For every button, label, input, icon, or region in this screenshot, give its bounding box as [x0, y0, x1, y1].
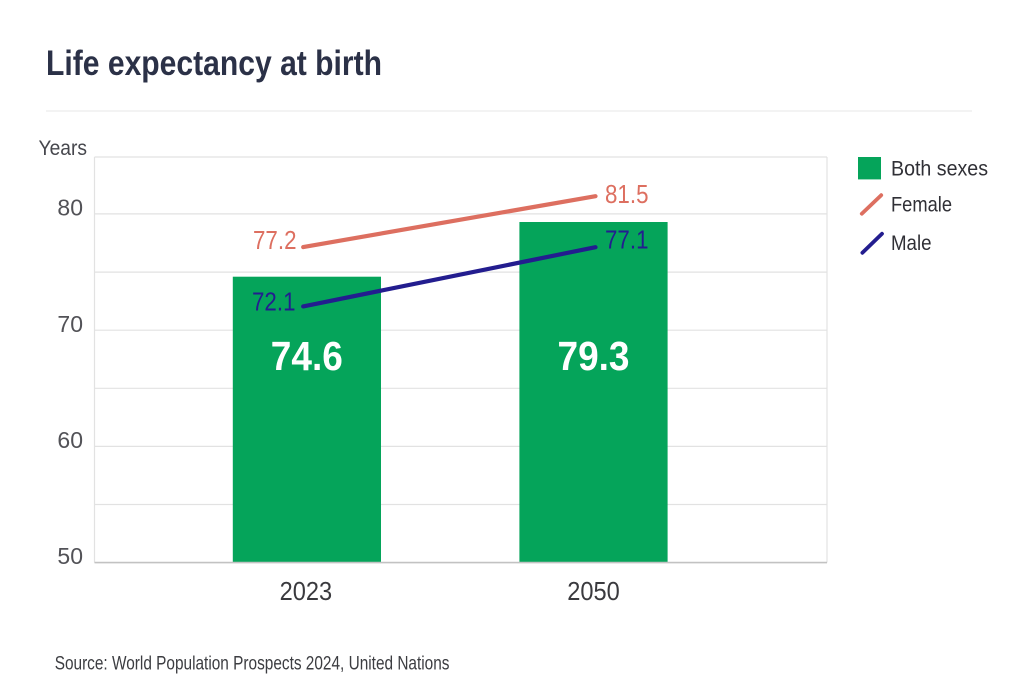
svg-text:2050: 2050: [567, 576, 620, 606]
svg-text:Both sexes: Both sexes: [891, 157, 988, 181]
svg-text:60: 60: [57, 427, 83, 453]
svg-text:Male: Male: [891, 231, 932, 255]
svg-text:Life expectancy at birth: Life expectancy at birth: [46, 44, 382, 83]
svg-text:Years: Years: [39, 137, 88, 160]
svg-text:77.2: 77.2: [253, 225, 297, 255]
svg-text:2023: 2023: [280, 576, 333, 606]
svg-text:50: 50: [57, 543, 83, 569]
svg-text:72.1: 72.1: [252, 286, 296, 316]
svg-text:Female: Female: [891, 192, 952, 216]
svg-text:Source: World Population Prosp: Source: World Population Prospects 2024,…: [55, 652, 450, 674]
svg-text:81.5: 81.5: [605, 179, 649, 209]
svg-text:77.1: 77.1: [605, 224, 649, 254]
svg-text:74.6: 74.6: [271, 333, 343, 379]
svg-text:70: 70: [57, 311, 83, 337]
svg-text:80: 80: [57, 195, 83, 221]
svg-text:79.3: 79.3: [558, 333, 630, 379]
